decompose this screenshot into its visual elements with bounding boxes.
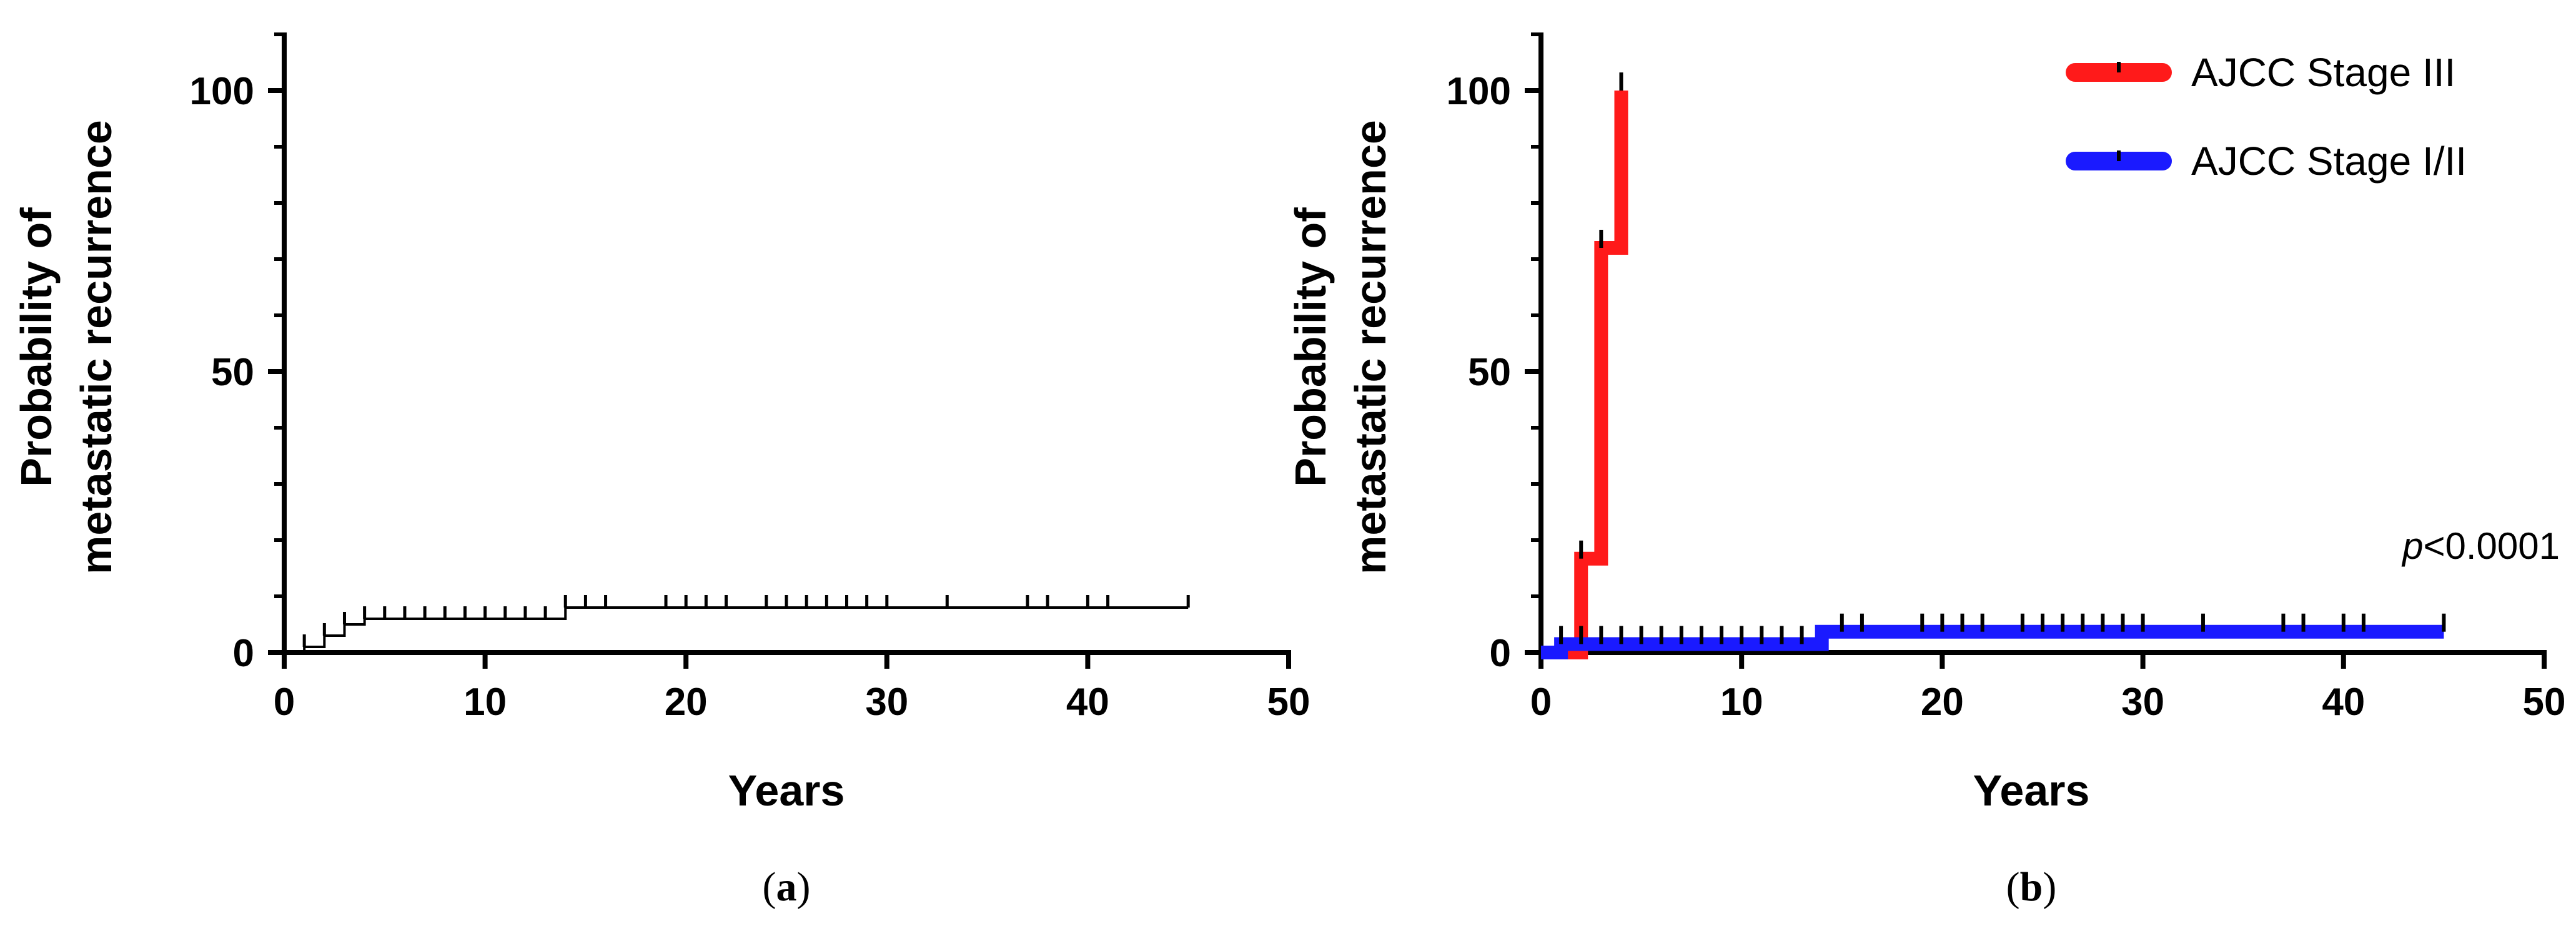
panel-a: 0 10 20 30 40 50 0 50 100 Probability of metasta…	[12, 32, 1310, 910]
panel-b-x-tick-label: 30	[2121, 681, 2164, 724]
legend: AJCC Stage III AJCC Stage I/II	[2066, 50, 2467, 184]
panel-b-curves	[1541, 72, 2446, 659]
panel-b-series-0-curve	[1541, 91, 1628, 659]
panel-b-label: (b)	[2006, 864, 2057, 910]
panel-a-y-title-line2: metastatic recurrence	[72, 120, 121, 574]
panel-b-x-tick-label: 20	[1921, 681, 1964, 724]
panel-a-label-letter: a	[776, 864, 797, 910]
panel-a-y-tick-label: 50	[211, 351, 254, 394]
panel-b: 0 10 20 30 40 50 0 50 100 Probability of metasta…	[1286, 32, 2565, 910]
panel-b-label-letter: b	[2020, 864, 2043, 910]
p-value-annotation: p<0.0001	[2401, 525, 2560, 567]
p-value-symbol: p	[2401, 525, 2423, 567]
panel-b-axes: 0 10 20 30 40 50 0 50 100	[1447, 32, 2566, 724]
panel-a-curves	[284, 595, 1190, 654]
legend-label-stage-i-ii: AJCC Stage I/II	[2191, 139, 2467, 184]
panel-a-label: (a)	[763, 864, 811, 910]
panel-a-label-open: (	[763, 864, 776, 910]
panel-b-y-title-line2: metastatic recurrence	[1346, 120, 1395, 574]
panel-b-y-tick-label: 0	[1490, 632, 1511, 675]
panel-a-x-tick-label: 50	[1267, 681, 1310, 724]
panel-a-x-tick-label: 0	[274, 681, 295, 724]
panel-a-axes: 0 10 20 30 40 50 0 50 100	[190, 32, 1310, 724]
p-value-threshold: <0.0001	[2423, 525, 2560, 567]
panel-a-x-tick-label: 40	[1066, 681, 1109, 724]
legend-item-stage-i-ii: AJCC Stage I/II	[2066, 139, 2467, 184]
panel-b-label-close: )	[2043, 864, 2056, 910]
panel-a-x-tick-label: 10	[463, 681, 507, 724]
panel-a-series-0-curve	[284, 606, 1189, 654]
panel-a-y-title-line1: Probability of	[12, 207, 61, 487]
panel-a-x-tick-label: 20	[665, 681, 708, 724]
panel-a-x-title: Years	[728, 766, 845, 815]
panel-b-y-title-line1: Probability of	[1286, 207, 1335, 487]
panel-b-x-tick-label: 50	[2523, 681, 2566, 724]
panel-b-x-tick-label: 10	[1720, 681, 1763, 724]
panel-b-series-1-curve	[1541, 624, 2444, 659]
legend-label-stage-iii: AJCC Stage III	[2191, 50, 2455, 95]
panel-a-y-tick-label: 0	[233, 632, 254, 675]
panel-a-y-tick-label: 100	[190, 70, 254, 113]
panel-b-y-tick-label: 50	[1468, 351, 1511, 394]
panel-b-y-tick-label: 100	[1447, 70, 1511, 113]
panel-a-x-tick-label: 30	[865, 681, 908, 724]
legend-item-stage-iii: AJCC Stage III	[2066, 50, 2455, 95]
panel-b-label-open: (	[2006, 864, 2020, 910]
panel-b-x-title: Years	[1973, 766, 2090, 815]
panel-b-x-tick-label: 40	[2322, 681, 2365, 724]
panel-b-x-tick-label: 0	[1530, 681, 1552, 724]
panel-a-label-close: )	[797, 864, 811, 910]
